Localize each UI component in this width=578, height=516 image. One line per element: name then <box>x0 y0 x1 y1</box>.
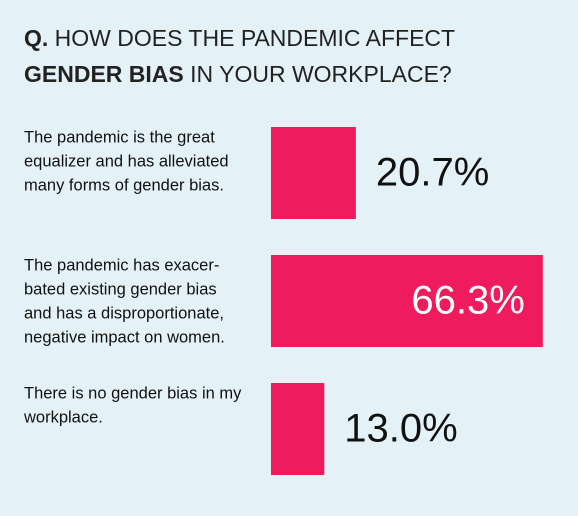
category-label: negative impact on women. <box>24 328 225 346</box>
title-part: Q. <box>24 25 48 51</box>
bar <box>271 127 356 219</box>
category-label: The pandemic has exacer- <box>24 256 219 274</box>
category-label: workplace. <box>23 408 103 426</box>
category-label: There is no gender bias in my <box>24 384 242 402</box>
title-part: IN YOUR WORKPLACE? <box>190 61 452 87</box>
category-label: many forms of gender bias. <box>24 176 224 194</box>
chart-title: Q. HOW DOES THE PANDEMIC AFFECT <box>24 25 455 51</box>
bar <box>271 255 543 347</box>
title-part: GENDER BIAS <box>24 61 184 87</box>
chart-title: GENDER BIAS IN YOUR WORKPLACE? <box>24 61 452 87</box>
category-label: The pandemic is the great <box>24 128 215 146</box>
category-label: bated existing gender bias <box>24 280 217 298</box>
title-part: HOW DOES THE PANDEMIC AFFECT <box>55 25 455 51</box>
category-label: and has a disproportionate, <box>24 304 224 322</box>
value-label: 66.3% <box>411 279 524 323</box>
bar <box>271 383 325 475</box>
value-label: 13.0% <box>344 407 457 451</box>
value-label: 20.7% <box>376 151 489 195</box>
category-label: equalizer and has alleviated <box>24 152 229 170</box>
